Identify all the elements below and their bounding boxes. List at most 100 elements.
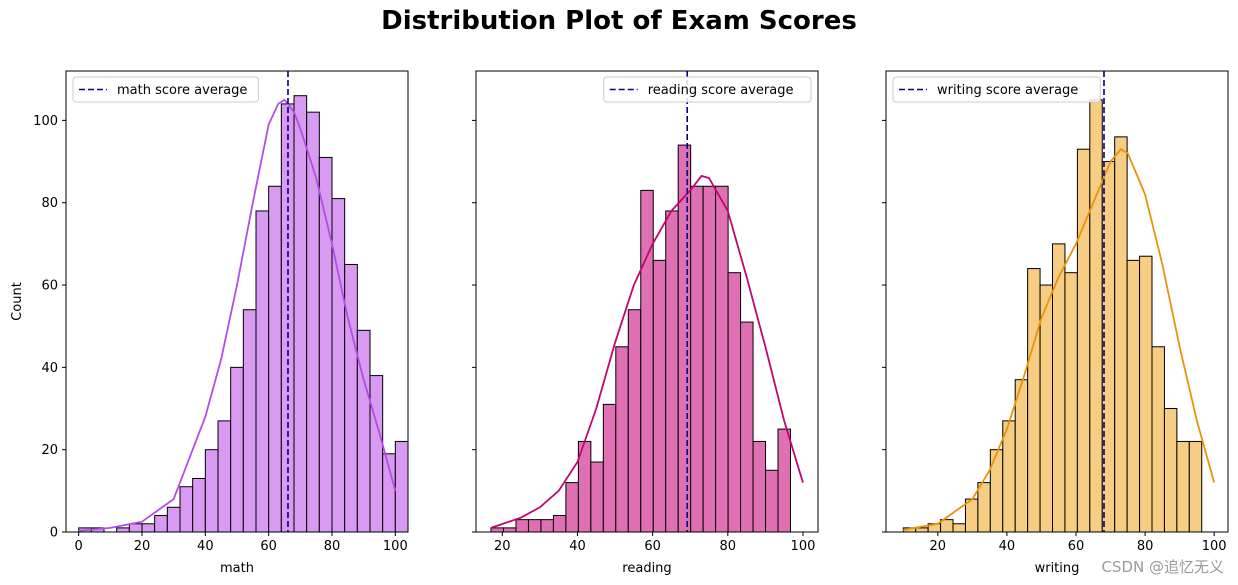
histogram-bar [141,523,156,533]
histogram-bar [1114,136,1128,533]
histogram-bar [268,185,282,533]
histogram-bar [1151,346,1165,533]
histogram-bar [242,309,257,533]
legend-label: reading score average [648,83,794,98]
histogram-bar [503,527,517,533]
histogram-bar [615,346,629,533]
histogram-bar [394,440,409,533]
histogram-bar [740,321,754,533]
histogram-bar [1089,99,1103,533]
histogram-bar [1126,259,1141,533]
histogram-bar [715,185,729,533]
histogram-bar [166,506,181,533]
x-tick-label: 60 [1068,539,1085,554]
histogram-bar [527,519,542,533]
x-axis-label: math [220,561,254,576]
x-tick-label: 40 [569,539,586,554]
histogram-bar [306,111,320,533]
x-axis-label: reading [622,561,671,576]
histogram-bar [602,403,617,533]
x-tick-label: 100 [1202,539,1227,554]
x-tick-label: 80 [1137,539,1154,554]
histogram-bar [752,440,767,533]
histogram-bar [1064,272,1078,533]
legend-box [892,76,1101,103]
histogram-bar [590,461,604,533]
histogram-bar [627,309,642,533]
histogram-bar [1039,284,1054,533]
reading-histogram-panel: 20 40 60 80 100 reading reading score average [472,70,819,576]
x-tick-label: 20 [134,539,151,554]
x-tick-label: 80 [324,539,341,554]
histogram-bar [640,189,654,533]
histogram-bar [318,156,333,533]
histogram-bar [154,515,168,533]
histogram-bar [1076,148,1091,533]
histogram-bar [192,477,206,533]
histogram-bar [565,482,579,533]
histogram-bar [217,420,232,533]
y-tick-label: 100 [33,114,58,129]
histogram-bar [1002,420,1016,533]
x-tick-label: 100 [791,539,816,554]
x-tick-label: 0 [75,539,83,554]
histogram-bar [690,185,704,533]
x-tick-label: 60 [644,539,661,554]
kde-curve [78,98,397,532]
histogram-bar [765,469,779,533]
legend-box [603,76,812,103]
writing-histogram-panel: 20 40 60 80 100 writing writing score average [882,70,1229,576]
histogram-bar [344,263,358,533]
legend-label: writing score average [937,83,1078,98]
axes-frame [475,70,819,533]
legend-label: math score average [117,83,247,98]
x-tick-label: 100 [383,539,408,554]
legend-box [72,76,259,103]
histogram-bar [1176,440,1190,533]
histogram-bar [255,210,270,533]
histogram-bar [515,519,529,533]
histogram-bar [677,144,692,533]
histogram-bar [977,482,991,533]
axes-frame [65,70,409,533]
y-tick-label: 0 [50,526,58,541]
histogram-bar [964,498,979,533]
axes-frame [885,70,1229,533]
histogram-bar [230,366,244,533]
histogram-bar [1027,268,1041,533]
histogram-bar [1014,379,1029,533]
histogram-bar [652,259,667,533]
chart-title: Distribution Plot of Exam Scores [381,6,857,36]
math-histogram-panel: 0 20 40 60 80 100 math 0 20 40 60 80 100 Count math sc… [10,70,409,576]
y-tick-label: 80 [41,196,58,211]
x-tick-label: 40 [999,539,1016,554]
y-tick-label: 60 [41,279,58,294]
x-tick-label: 40 [197,539,214,554]
histogram-bar [915,527,929,533]
histogram-bar [702,185,717,533]
kde-curve [490,174,804,529]
histogram-bar [777,428,791,533]
y-tick-label: 40 [41,361,58,376]
histogram-bar [665,210,679,533]
histogram-bar [727,272,742,533]
x-tick-label: 20 [494,539,511,554]
y-tick-label: 20 [41,443,58,458]
histogram-bar [490,527,505,533]
histogram-bar [1139,255,1153,533]
histogram-bar [540,519,554,533]
x-tick-label: 20 [930,539,947,554]
histogram-bar [204,449,219,533]
x-tick-label: 60 [260,539,277,554]
histogram-bar [1188,440,1203,533]
histogram-bar [179,486,194,533]
watermark: CSDN @追忆无义 [1101,558,1224,576]
histogram-bar [369,375,384,533]
histogram-bar [293,95,308,533]
y-axis-label: Count [10,282,25,321]
histogram-bar [952,523,966,533]
histogram-bar [116,527,130,533]
histogram-bar [128,523,143,533]
x-tick-label: 80 [720,539,737,554]
